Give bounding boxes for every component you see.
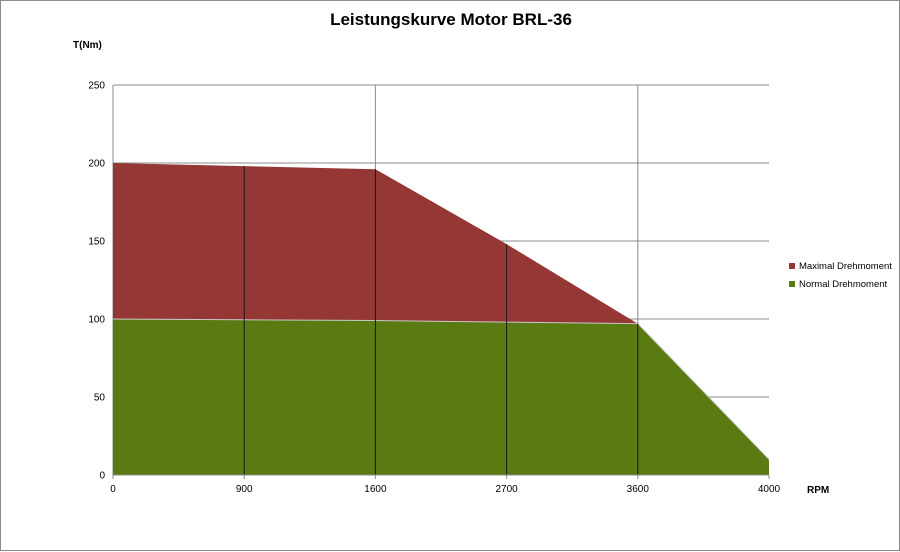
y-tick-label: 50 bbox=[94, 393, 106, 404]
legend-entry-label: Maximal Drehmoment bbox=[799, 261, 892, 272]
chart-title: Leistungskurve Motor BRL-36 bbox=[330, 10, 572, 29]
legend: Maximal Drehmoment Normal Drehmoment bbox=[789, 261, 892, 290]
y-tick-label: 0 bbox=[99, 471, 105, 482]
legend-entry-label: Normal Drehmoment bbox=[799, 279, 888, 290]
y-axis-label: T(Nm) bbox=[73, 40, 102, 51]
x-tick-label: 4000 bbox=[758, 484, 781, 495]
x-tick-label: 2700 bbox=[495, 484, 518, 495]
x-axis-label: RPM bbox=[807, 485, 829, 496]
y-tick-label: 100 bbox=[88, 315, 105, 326]
x-tick-label: 900 bbox=[236, 484, 253, 495]
series-area-normal-drehmoment bbox=[113, 319, 769, 475]
legend-swatch bbox=[789, 281, 795, 287]
x-tick-label: 3600 bbox=[627, 484, 650, 495]
legend-swatch bbox=[789, 263, 795, 269]
y-tick-label: 250 bbox=[88, 81, 105, 92]
x-tick-label: 1600 bbox=[364, 484, 387, 495]
x-tick-label: 0 bbox=[110, 484, 116, 495]
y-tick-label: 200 bbox=[88, 159, 105, 170]
y-tick-label: 150 bbox=[88, 237, 105, 248]
plot-area: 0 50 100 150 200 250 0 900 1600 2700 3600 4000 bbox=[88, 81, 780, 496]
